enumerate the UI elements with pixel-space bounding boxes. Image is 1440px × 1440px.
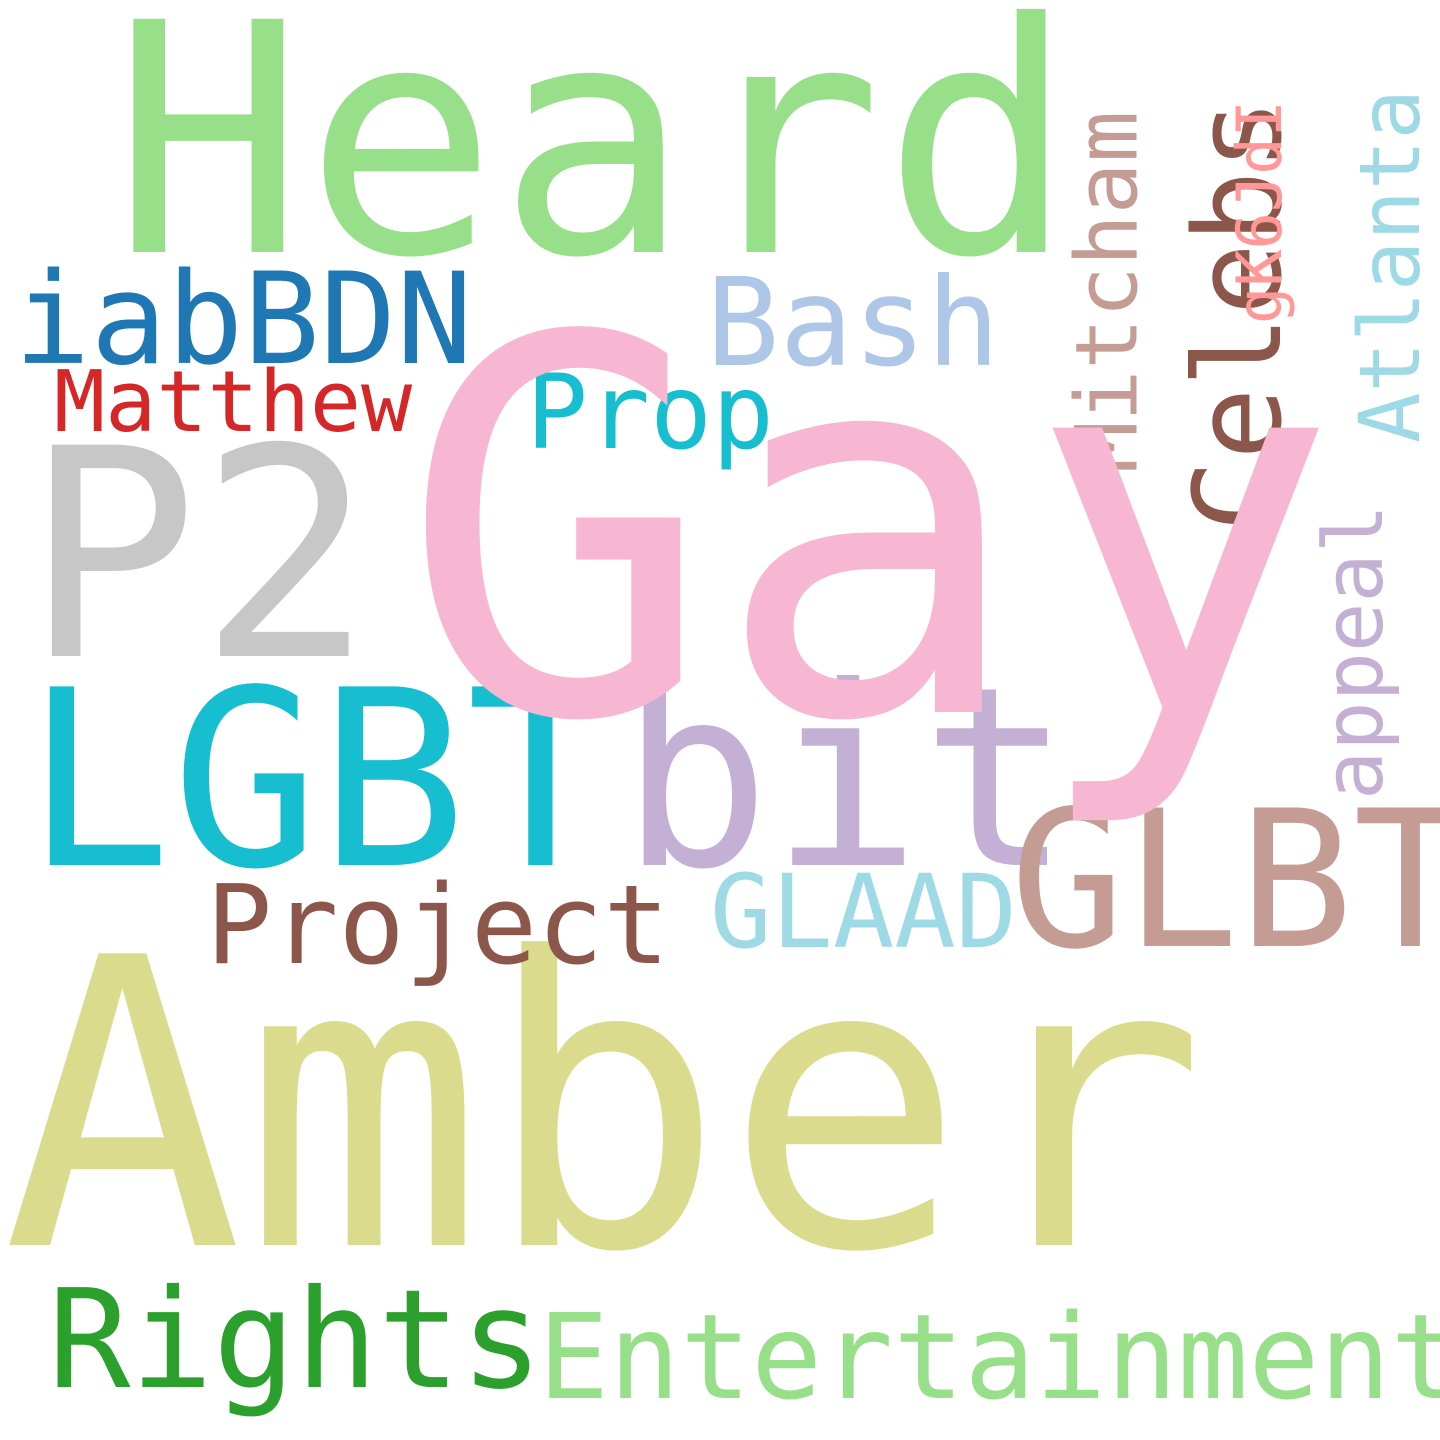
word-glbt: GLBT xyxy=(1010,770,1440,991)
word-heard: Heard xyxy=(112,0,1076,328)
word-lgbt: LGBT xyxy=(24,638,615,923)
word-glaad: GLAAD xyxy=(710,853,1018,972)
word-project: Project xyxy=(206,861,670,989)
word-gay: Gay xyxy=(400,229,1340,835)
word-amber: Amber xyxy=(2,875,1207,1340)
word-p2: P2 xyxy=(24,388,374,725)
word-rights: Rights xyxy=(48,1261,543,1420)
word-matthew: Matthew xyxy=(54,353,413,452)
word-bit: bit xyxy=(620,633,1072,924)
word-prop: Prop xyxy=(526,353,775,473)
word-atlanta: Atlanta xyxy=(1341,89,1439,444)
word-bash: Bash xyxy=(706,252,1000,394)
word-iabbdn: iabBDN xyxy=(14,245,473,393)
word-entertainment: Entertainment xyxy=(538,1288,1440,1426)
